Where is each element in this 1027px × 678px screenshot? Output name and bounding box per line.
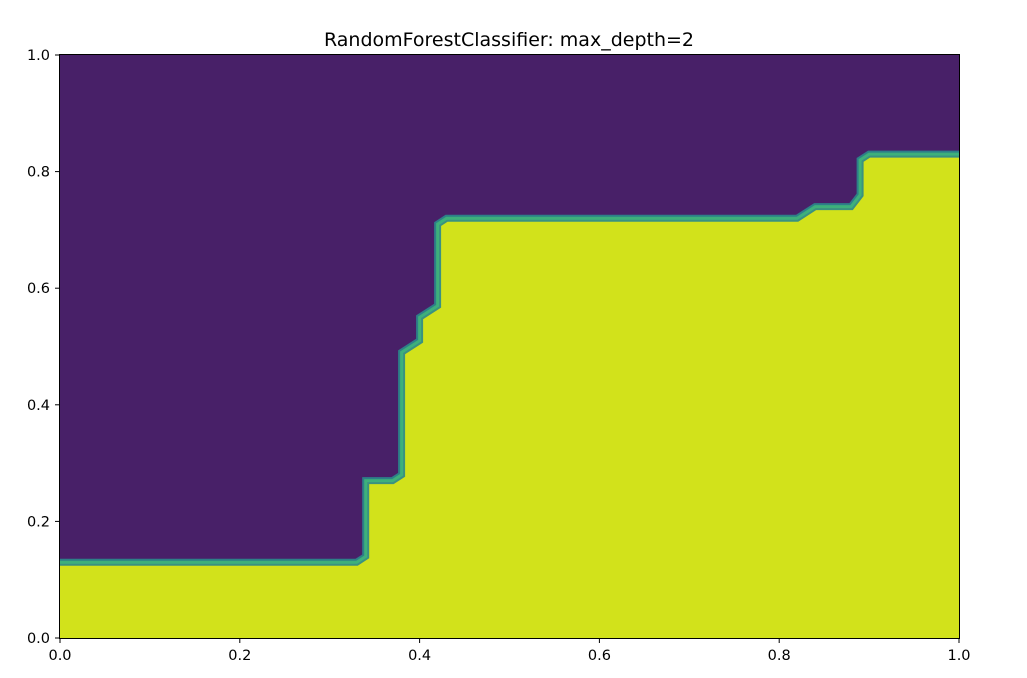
x-tick-label: 0.6 bbox=[588, 648, 611, 664]
boundary-band-inner bbox=[60, 152, 959, 564]
y-tick-label: 1.0 bbox=[27, 48, 50, 64]
x-tick-label: 0.2 bbox=[228, 648, 251, 664]
y-tick-label: 0.2 bbox=[27, 514, 50, 530]
y-tick-label: 0.8 bbox=[27, 165, 50, 181]
y-axis: 0.0 0.2 0.4 0.6 0.8 1.0 bbox=[27, 48, 60, 647]
chart-title: RandomForestClassifier: max_depth=2 bbox=[324, 29, 694, 51]
plot-frame bbox=[59, 54, 960, 639]
x-tick-label: 1.0 bbox=[947, 648, 970, 664]
y-tick-label: 0.0 bbox=[27, 631, 50, 647]
y-tick-label: 0.6 bbox=[27, 281, 50, 297]
x-tick-label: 0.4 bbox=[408, 648, 431, 664]
class-1-region bbox=[60, 154, 959, 638]
x-tick-label: 0.0 bbox=[48, 648, 71, 664]
x-tick-label: 0.8 bbox=[768, 648, 791, 664]
plot-area bbox=[59, 54, 960, 639]
y-tick-label: 0.4 bbox=[27, 398, 50, 414]
x-axis: 0.0 0.2 0.4 0.6 0.8 1.0 bbox=[48, 638, 971, 664]
